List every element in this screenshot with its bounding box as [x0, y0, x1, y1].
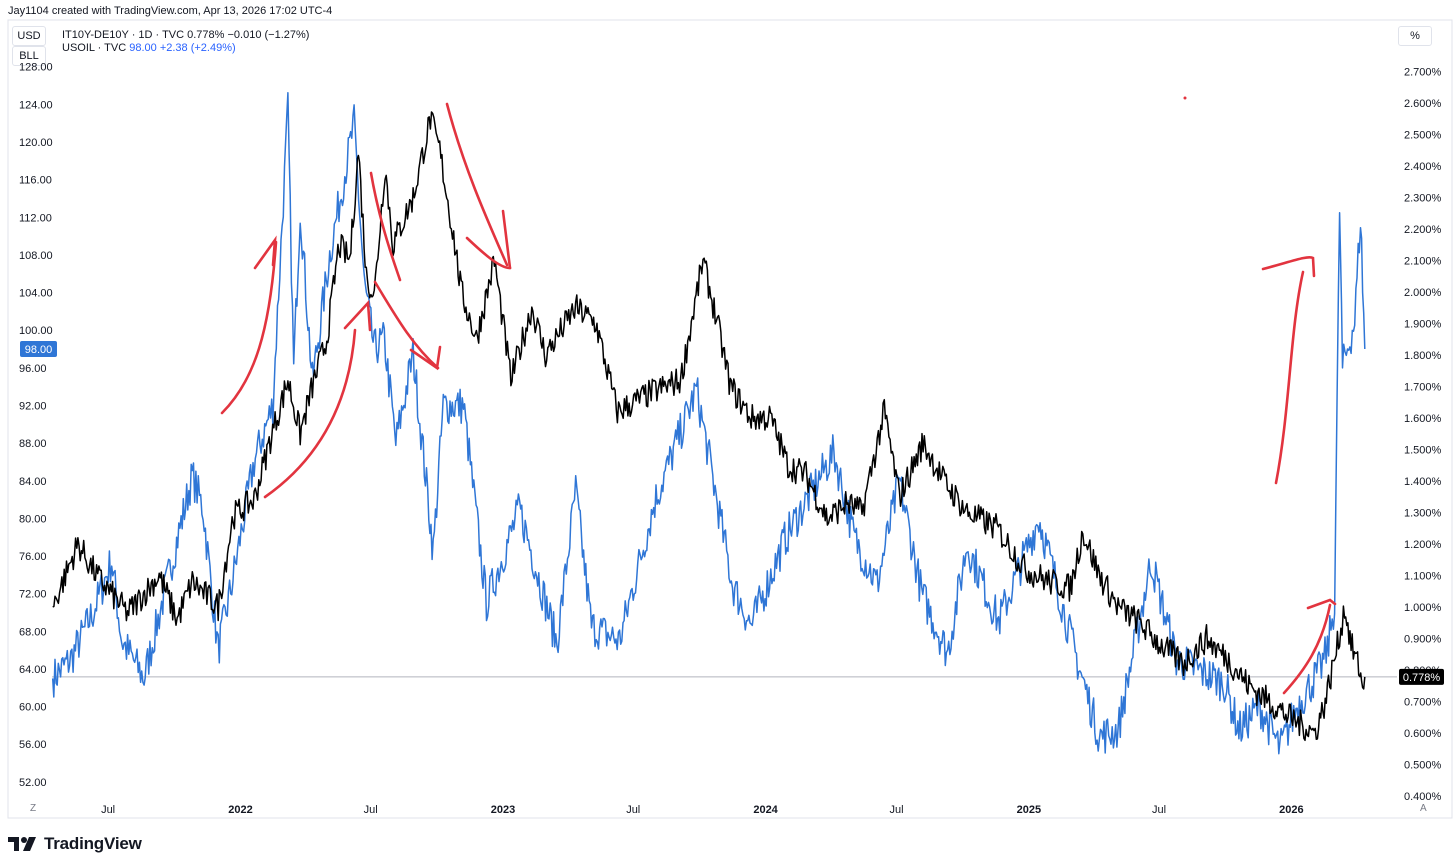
- right-axis-tick: 1.300%: [1404, 507, 1442, 519]
- tradingview-logo-icon: [8, 837, 36, 851]
- left-axis-tick: 104.00: [19, 288, 53, 300]
- left-axis-tick: 52.00: [19, 777, 47, 789]
- chart-credit: Jay1104 created with TradingView.com, Ap…: [8, 5, 333, 17]
- right-axis-tick: 2.300%: [1404, 192, 1442, 204]
- x-axis-tick: Jul: [364, 804, 378, 816]
- x-axis-tick: 2026: [1279, 804, 1303, 816]
- legend-spread[interactable]: IT10Y-DE10Y · 1D · TVC 0.778% −0.010 (−1…: [62, 29, 310, 41]
- tradingview-wordmark: TradingView: [44, 834, 142, 853]
- left-axis-tick: 116.00: [19, 175, 52, 187]
- right-axis-tick: 2.100%: [1404, 255, 1442, 267]
- left-axis-tick: 120.00: [19, 137, 53, 149]
- annotation-dot: [1183, 96, 1187, 100]
- x-axis-tick: 2022: [228, 804, 252, 816]
- series-line-spread: [52, 111, 1366, 742]
- annotation-stroke: [445, 102, 509, 267]
- x-axis-tick: 2023: [491, 804, 515, 816]
- tradingview-brand[interactable]: TradingView: [8, 834, 142, 854]
- legend-oil-name: USOIL · TVC: [62, 42, 127, 54]
- annotation-stroke: [373, 280, 440, 370]
- chart-frame: [7, 19, 1453, 819]
- oil-last-badge: [20, 341, 57, 358]
- series-line-usoil: [51, 92, 1366, 755]
- right-axis-tick: 0.900%: [1404, 633, 1442, 645]
- x-axis-tick: Jul: [101, 804, 115, 816]
- right-axis-tick: 1.800%: [1404, 350, 1442, 362]
- annotation-stroke: [1306, 598, 1337, 610]
- left-axis-tick: 128.00: [19, 62, 53, 74]
- auto-scale-corner-label[interactable]: A: [1420, 803, 1427, 814]
- left-axis-tick: 124.00: [19, 99, 53, 111]
- x-axis-tick: 2024: [753, 804, 778, 816]
- annotation-stroke: [465, 236, 512, 270]
- right-axis-tick: 1.100%: [1404, 570, 1442, 582]
- legend-oil[interactable]: USOIL · TVC 98.00 +2.38 (+2.49%): [62, 42, 309, 55]
- right-axis-tick: 0.400%: [1404, 791, 1442, 803]
- annotation-stroke: [343, 299, 372, 332]
- legend-oil-values: 98.00 +2.38 (+2.49%): [129, 42, 236, 54]
- right-axis-tick: 1.900%: [1404, 318, 1442, 330]
- annotation-stroke: [409, 345, 442, 371]
- right-axis-tick: 2.400%: [1404, 161, 1442, 173]
- left-axis-tick: 88.00: [19, 438, 47, 450]
- right-axis-tick: 2.000%: [1404, 287, 1442, 299]
- x-axis-tick: 2025: [1017, 804, 1041, 816]
- left-axis-tick: 84.00: [19, 476, 47, 488]
- spread-last-value: 0.778%: [1403, 672, 1441, 684]
- oil-last-value: 98.00: [25, 344, 53, 356]
- freehand-annotations: [220, 96, 1337, 695]
- right-axis-tick: 0.700%: [1404, 696, 1442, 708]
- right-axis-tick: 1.400%: [1404, 476, 1442, 488]
- right-axis-tick: 2.700%: [1404, 66, 1442, 78]
- left-axis-tick: 68.00: [19, 626, 47, 638]
- left-axis-tick: 112.00: [19, 212, 52, 224]
- annotation-stroke: [253, 235, 277, 270]
- annotation-stroke: [220, 240, 278, 415]
- chart-legend: IT10Y-DE10Y · 1D · TVC 0.778% −0.010 (−1…: [62, 29, 309, 55]
- x-axis-tick: Jul: [626, 804, 640, 816]
- right-axis-tick: 2.500%: [1404, 129, 1442, 141]
- left-axis-tick: 80.00: [19, 513, 47, 525]
- left-axis-tick: 72.00: [19, 589, 47, 601]
- annotation-stroke: [369, 171, 402, 282]
- left-axis-tick: 92.00: [19, 400, 47, 412]
- right-axis-tick: 0.600%: [1404, 728, 1442, 740]
- left-axis-tick: 96.00: [19, 363, 47, 375]
- left-axis-tick: 108.00: [19, 250, 53, 262]
- left-axis-tick: 76.00: [19, 551, 47, 563]
- x-axis-tick: Jul: [889, 804, 903, 816]
- right-axis-tick: 2.200%: [1404, 224, 1442, 236]
- annotation-stroke: [263, 328, 357, 499]
- zoom-corner-label[interactable]: Z: [30, 803, 37, 814]
- right-axis-tick: 2.600%: [1404, 98, 1442, 110]
- right-axis-tick: 1.200%: [1404, 539, 1442, 551]
- left-axis-tick: 60.00: [19, 702, 47, 714]
- annotation-stroke: [1282, 603, 1332, 695]
- annotation-stroke: [1274, 270, 1305, 485]
- left-axis-tick: 64.00: [19, 664, 47, 676]
- right-axis-tick: 1.600%: [1404, 413, 1442, 425]
- right-axis-tick: 1.000%: [1404, 602, 1442, 614]
- percent-scale-button[interactable]: %: [1398, 26, 1432, 46]
- price-chart[interactable]: 128.00 124.00 120.00 116.00 112.00 108.00 104.…: [0, 0, 1456, 820]
- unit-button[interactable]: BLL: [12, 46, 46, 66]
- spread-last-badge: [1399, 668, 1444, 685]
- right-axis-tick: 1.700%: [1404, 381, 1442, 393]
- currency-button[interactable]: USD: [12, 26, 46, 46]
- right-axis-tick: 0.500%: [1404, 759, 1442, 771]
- annotation-stroke: [1261, 256, 1316, 278]
- right-axis-tick: 1.500%: [1404, 444, 1442, 456]
- left-axis-tick: 56.00: [19, 739, 47, 751]
- left-axis-tick: 100.00: [19, 325, 53, 337]
- x-axis-tick: Jul: [1152, 804, 1166, 816]
- annotation-stroke: [501, 209, 512, 270]
